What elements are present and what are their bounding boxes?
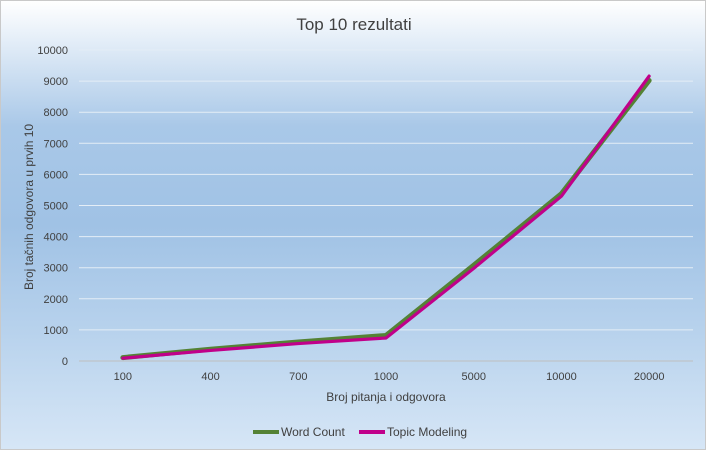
chart-title: Top 10 rezultati — [296, 15, 411, 34]
x-tick-label: 100 — [114, 371, 132, 383]
x-tick-label: 400 — [201, 371, 219, 383]
y-axis-ticks: 0 1000 2000 3000 4000 5000 6000 7000 8000 9000 100… — [37, 45, 68, 368]
y-tick-label: 2000 — [44, 294, 68, 306]
x-tick-label: 5000 — [461, 371, 485, 383]
x-tick-label: 20000 — [634, 371, 665, 383]
legend: Word Count Topic Modeling — [253, 425, 467, 439]
y-axis-title: Broj tačnih odgovora u prvih 10 — [22, 124, 36, 290]
x-tick-label: 1000 — [374, 371, 398, 383]
y-tick-label: 7000 — [44, 138, 68, 150]
series-line — [121, 74, 651, 360]
legend-label: Word Count — [281, 425, 345, 439]
y-tick-label: 1000 — [44, 325, 68, 337]
y-tick-label: 0 — [62, 356, 68, 368]
series-line — [120, 77, 652, 361]
y-tick-label: 5000 — [44, 201, 68, 213]
x-tick-label: 10000 — [546, 371, 577, 383]
y-tick-label: 10000 — [37, 45, 68, 57]
series-lines — [120, 74, 652, 361]
y-tick-label: 8000 — [44, 107, 68, 119]
legend-label: Topic Modeling — [387, 425, 467, 439]
y-tick-label: 9000 — [44, 76, 68, 88]
gridlines — [79, 49, 693, 362]
y-tick-label: 6000 — [44, 169, 68, 181]
x-tick-label: 700 — [289, 371, 307, 383]
x-axis-title: Broj pitanja i odgovora — [326, 390, 446, 404]
x-axis-ticks: 100 400 700 1000 5000 10000 20000 — [114, 371, 665, 383]
y-tick-label: 3000 — [44, 263, 68, 275]
y-tick-label: 4000 — [44, 232, 68, 244]
